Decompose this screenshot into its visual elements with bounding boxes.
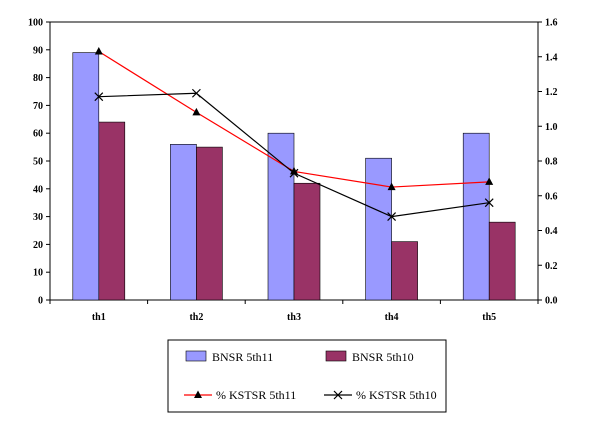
right-y-axis: 0.0 0.2 0.4 0.6 0.8 1.0 1.2 1.4 1.6 [538,18,558,307]
point-triangle [485,177,494,185]
line-series [94,47,494,222]
left-tick-label: 90 [33,45,43,56]
legend-label: % KSTSR 5th10 [356,388,437,402]
left-tick-label: 70 [33,101,43,112]
point-triangle [94,47,103,55]
bar-bnsr-5th10 [98,121,126,301]
left-tick-label: 20 [33,240,43,251]
bar-series [72,52,516,301]
x-axis: th1 th2 th3 th4 th5 [49,300,539,323]
bar-bnsr-5th10 [391,241,418,301]
bar-bnsr-5th11 [72,52,100,301]
legend-marker [333,390,343,400]
point-triangle [387,182,396,191]
point-x [289,168,299,178]
legend: BNSR 5th11 BNSR 5th10 % KSTSR 5th11 % KSTSR… [167,339,447,413]
legend-item: BNSR 5th11 [185,350,273,364]
x-tick-label: th5 [482,312,496,323]
point-x [484,198,494,208]
right-tick-label: 1.4 [545,52,558,63]
legend-label: BNSR 5th10 [352,350,414,364]
left-tick-label: 100 [28,18,43,29]
right-tick-label: 0.2 [545,261,558,272]
bar-bnsr-5th10 [196,146,223,301]
left-tick-label: 60 [33,129,43,140]
left-tick-label: 10 [33,268,43,279]
bar-bnsr-5th11 [462,132,490,301]
left-tick-label: 30 [33,212,43,223]
bar-bnsr-5th11 [365,157,392,301]
point-triangle [192,107,201,116]
legend-item: % KSTSR 5th11 [184,388,296,402]
point-x [387,212,397,222]
x-tick-label: th4 [385,312,399,323]
x-tick-label: th1 [92,312,106,323]
x-tick-label: th3 [287,312,301,323]
legend-marker [194,390,202,398]
legend-item: % KSTSR 5th10 [324,388,437,402]
right-tick-label: 1.6 [545,18,558,29]
x-tick-label: th2 [189,312,203,323]
left-tick-label: 40 [33,184,43,195]
bar-bnsr-5th10 [293,182,321,301]
right-tick-label: 0.4 [545,226,558,237]
legend-label: BNSR 5th11 [212,350,273,364]
right-tick-label: 0.6 [545,191,558,202]
bar-bnsr-5th11 [170,144,197,301]
legend-swatch [185,350,207,362]
right-tick-label: 0.0 [545,296,558,307]
left-tick-label: 0 [38,296,43,307]
bar-bnsr-5th10 [488,221,516,301]
left-y-axis: 0 10 20 30 40 50 60 70 80 90 100 [28,18,50,307]
bar-bnsr-5th11 [267,132,295,301]
point-triangle [290,166,298,175]
point-x [94,92,104,102]
right-tick-label: 0.8 [545,157,558,168]
legend-label: % KSTSR 5th11 [216,388,296,402]
legend-item: BNSR 5th10 [325,350,414,364]
right-tick-label: 1.0 [545,122,558,133]
legend-swatch [325,350,347,362]
right-tick-label: 1.2 [545,87,558,98]
point-x [191,88,201,98]
left-tick-label: 80 [33,73,43,84]
left-tick-label: 50 [33,157,43,168]
legend-box [167,339,447,413]
